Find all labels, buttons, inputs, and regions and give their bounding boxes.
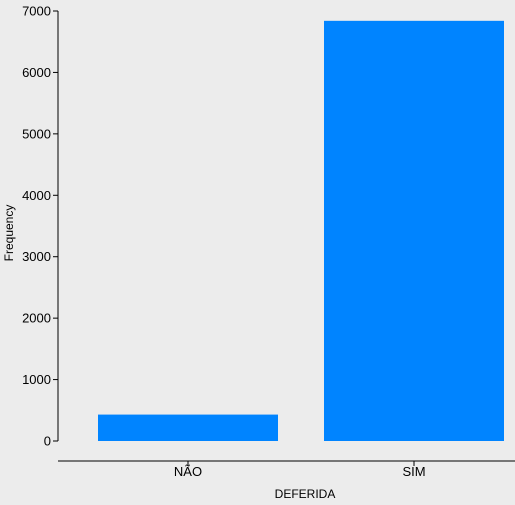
y-tick-label: 2000: [22, 311, 51, 326]
x-tick-label: SIM: [402, 464, 425, 479]
y-axis: 0 1000 2000 3000 4000 5000 6000 7000: [22, 4, 58, 449]
y-tick-label: 0: [44, 434, 51, 449]
x-axis-title: DEFERIDA: [275, 487, 336, 501]
bars: [98, 21, 504, 441]
y-tick-label: 4000: [22, 188, 51, 203]
x-axis: NÃO SIM: [58, 461, 515, 479]
bar-1: [324, 21, 504, 441]
y-tick-label: 5000: [22, 126, 51, 141]
y-tick-label: 7000: [22, 4, 51, 19]
y-tick-label: 6000: [22, 65, 51, 80]
y-axis-title: Frequency: [2, 205, 16, 262]
x-tick-label: NÃO: [174, 464, 202, 479]
bar-0: [98, 415, 278, 441]
y-tick-label: 3000: [22, 249, 51, 264]
y-tick-label: 1000: [22, 372, 51, 387]
